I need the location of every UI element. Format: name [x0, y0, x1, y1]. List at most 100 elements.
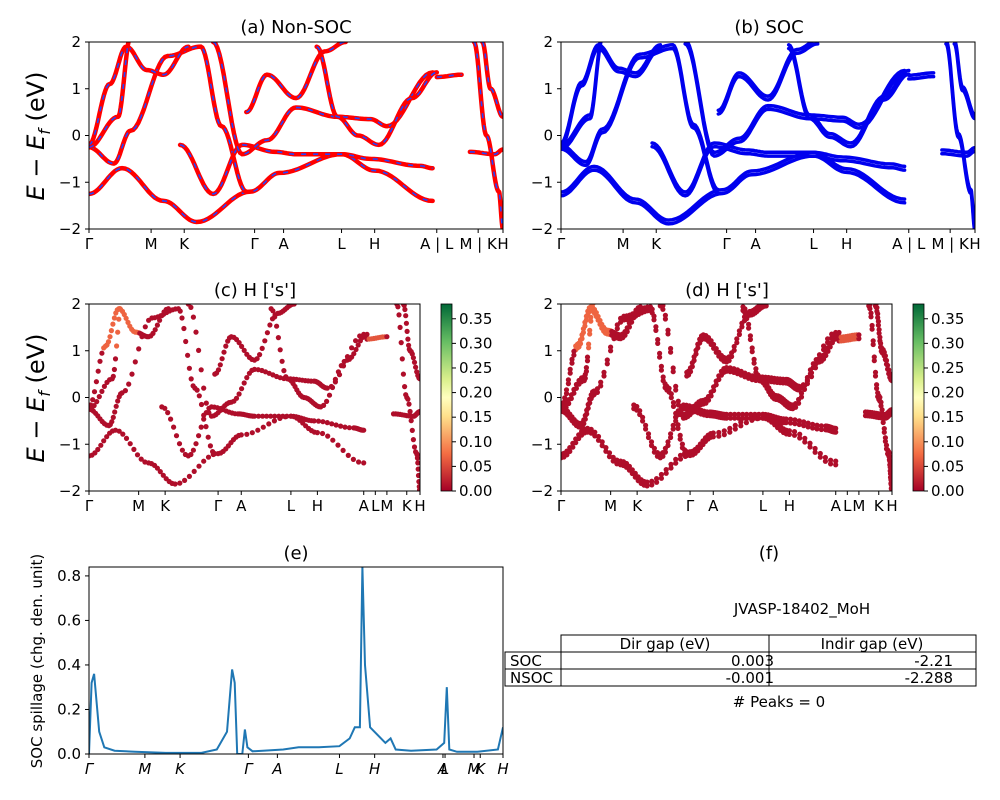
panel-d-point [658, 363, 665, 369]
panel-c-point [411, 444, 418, 450]
panel-d-point [582, 371, 588, 378]
panel-d-point [792, 417, 798, 423]
panel-d-point [592, 429, 598, 435]
panel-c-point [205, 434, 211, 440]
panel-d-point [791, 429, 798, 435]
soc-band-1-1 [561, 43, 721, 192]
panel-c-point [105, 339, 112, 345]
panel-c-point [315, 418, 322, 424]
panel-c-point [173, 433, 180, 439]
panel-c-point [201, 385, 207, 391]
panel-d-point [662, 316, 669, 322]
panel-c-point [198, 401, 205, 408]
panel-d-point [874, 382, 880, 388]
panel-d-point [753, 366, 759, 372]
panel-d-point [677, 436, 683, 442]
panel-d-xtick-label: K [874, 497, 885, 515]
panel-c-point [176, 441, 183, 447]
panel-d-point [660, 450, 666, 456]
panel-d-point [793, 401, 799, 407]
panel-d-point [881, 426, 887, 432]
panel-d-point [665, 439, 671, 445]
panel-d-xtick-label: K [632, 497, 643, 515]
panel-c-point [314, 430, 320, 436]
panel-d-point [584, 354, 591, 360]
panel-d-point [738, 423, 744, 429]
panel-d-point [582, 319, 588, 325]
panel-c-point [207, 443, 213, 449]
panel-d-point [786, 428, 793, 434]
panel-d-point [797, 431, 803, 437]
panel-d-point [586, 345, 592, 351]
panel-c-point [319, 430, 326, 437]
panel-d-point [877, 334, 883, 340]
panel-c-ytick-label: 1 [71, 342, 81, 360]
panel-d-point [877, 394, 883, 400]
panel-e-ytick-label: 0.8 [57, 567, 81, 585]
panel-d-point [887, 464, 892, 470]
panel-c-point [284, 413, 290, 419]
panel-d-point [796, 396, 802, 403]
panel-c-point [413, 364, 419, 370]
panel-c-point [98, 442, 104, 448]
panel-d-cb-tick-label: 0.10 [931, 433, 964, 451]
panel-d-point [883, 442, 890, 448]
panel-c-point [338, 363, 344, 369]
panel-c-point [236, 340, 242, 346]
panel-c-point [281, 368, 287, 374]
panel-d-point [593, 310, 599, 316]
panel-d-point [729, 350, 735, 356]
panel-d-point [662, 312, 669, 318]
panel-f: (f) JVASP-18402_MoH Dir gap (eV) Indir ga… [504, 543, 977, 711]
panel-d-point [732, 415, 738, 421]
panel-d-point [711, 341, 717, 348]
panel-d-point [670, 400, 677, 406]
panel-c-point [177, 480, 183, 486]
panel-d-point [691, 354, 697, 360]
panel-c-point [239, 386, 245, 392]
panel-d-point [673, 460, 679, 466]
panel-c-point [165, 410, 171, 416]
panel-d-point [868, 314, 874, 320]
nonsoc-band-dash-8 [436, 73, 462, 78]
panel-d-point [748, 415, 754, 421]
panel-d-point [827, 340, 833, 346]
panel-d-point [749, 345, 755, 351]
panel-d-point [875, 311, 881, 317]
material-id-label: JVASP-18402_MoH [733, 600, 870, 619]
panel-d-point [856, 332, 862, 338]
panel-c-point [186, 473, 192, 479]
band-ylabel-0: E − Ef (eV) [22, 72, 54, 201]
panel-d-point [744, 411, 750, 417]
panel-a-xtick-label: A [278, 235, 289, 253]
panel-d-point [796, 421, 802, 428]
panel-d-point [825, 345, 831, 351]
panel-d-point [668, 391, 674, 397]
panel-d-point [566, 397, 572, 403]
panel-c-point [414, 455, 420, 461]
panel-c-point [154, 322, 160, 328]
panel-c-point [346, 425, 352, 431]
panel-d-point [655, 337, 661, 343]
panel-d-point [668, 345, 674, 352]
panel-d-point [817, 454, 823, 460]
panel-c-point [157, 469, 163, 475]
panel-d-point [744, 316, 750, 322]
panel-d-point [787, 420, 794, 426]
panel-c-point [99, 350, 105, 356]
panel-d-point [587, 327, 593, 333]
panel-c-point [238, 432, 244, 438]
panel-c-point [203, 400, 209, 406]
table-cell-indir: -2.21 [914, 652, 953, 670]
soc-band-2-1 [561, 42, 663, 145]
panel-c-point [138, 456, 144, 462]
table-row-label: NSOC [510, 669, 553, 687]
panel-d-point [598, 379, 604, 385]
panel-d-point [828, 457, 834, 463]
panel-d-point [673, 418, 679, 424]
panel-d-point [562, 395, 568, 401]
panel-d-point [882, 435, 889, 441]
panel-a-xtick-label: Γ [85, 235, 94, 253]
panel-d-point [584, 358, 591, 364]
panel-c-point [402, 306, 408, 313]
